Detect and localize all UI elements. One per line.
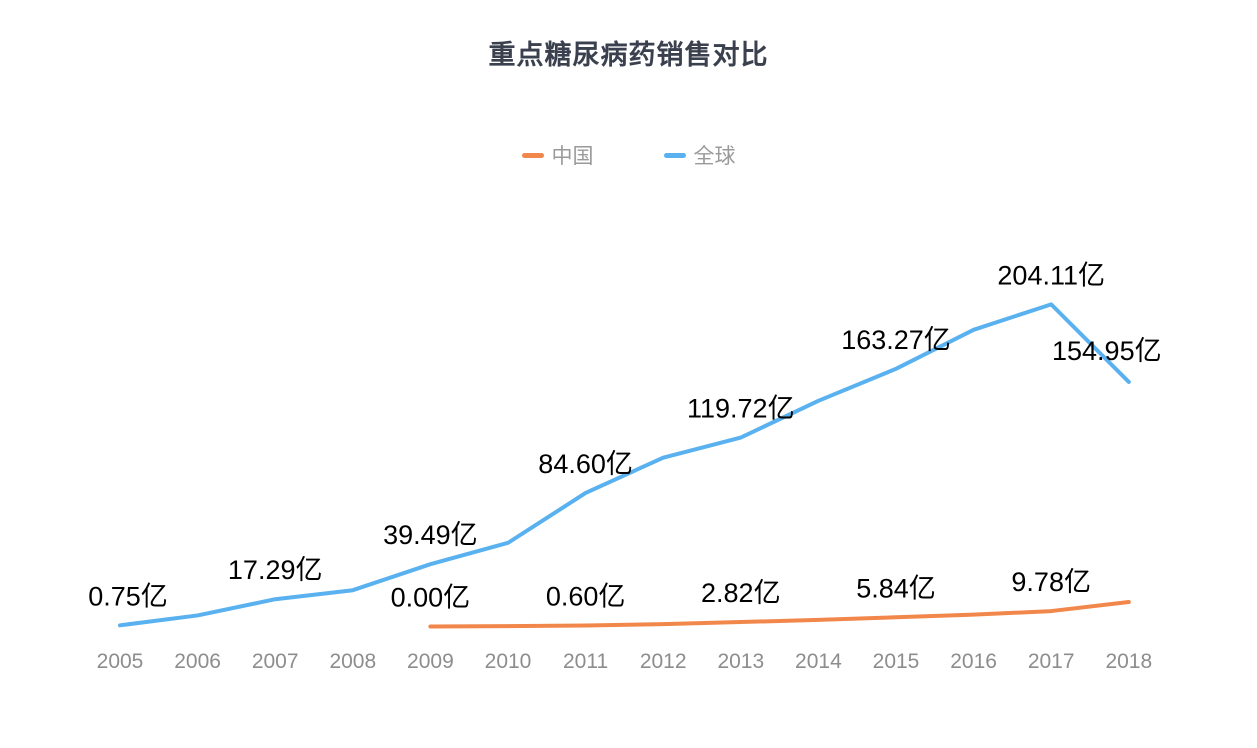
global-data-label-2013: 119.72亿 xyxy=(687,394,795,424)
x-axis-label-2015: 2015 xyxy=(873,650,920,673)
china-data-label-2017: 9.78亿 xyxy=(1011,567,1091,597)
china-data-label-2011: 0.60亿 xyxy=(546,582,626,612)
x-axis-label-2012: 2012 xyxy=(640,650,687,673)
legend: 中国 全球 xyxy=(0,140,1257,170)
x-axis-label-2013: 2013 xyxy=(717,650,764,673)
china-data-label-2013: 2.82亿 xyxy=(701,578,781,608)
china-data-label-2009: 0.00亿 xyxy=(391,583,471,613)
global-data-label-2007: 17.29亿 xyxy=(228,555,323,585)
china-data-label-2015: 5.84亿 xyxy=(856,573,936,603)
legend-label-china: 中国 xyxy=(551,145,594,168)
x-axis-label-2007: 2007 xyxy=(252,650,299,673)
x-axis-label-2005: 2005 xyxy=(97,650,144,673)
global-data-label-2017: 204.11亿 xyxy=(997,260,1105,290)
legend-marker-global-icon xyxy=(663,152,686,158)
x-axis-label-2014: 2014 xyxy=(795,650,842,673)
legend-item-china[interactable]: 中国 xyxy=(521,140,594,170)
x-axis-label-2016: 2016 xyxy=(950,650,997,673)
chart-title: 重点糖尿病药销售对比 xyxy=(488,40,769,70)
global-data-label-2009: 39.49亿 xyxy=(383,520,478,550)
china-series-line[interactable] xyxy=(428,600,1131,629)
x-axis-label-2008: 2008 xyxy=(329,650,376,673)
legend-item-global[interactable]: 全球 xyxy=(663,140,736,170)
global-data-label-2018: 154.95亿 xyxy=(1052,336,1162,366)
global-data-label-2005: 0.75亿 xyxy=(88,581,168,611)
global-data-label-2011: 84.60亿 xyxy=(538,449,633,479)
global-series-line[interactable] xyxy=(118,302,1131,628)
x-axis-label-2018: 2018 xyxy=(1105,650,1152,673)
global-data-label-2015: 163.27亿 xyxy=(841,325,951,355)
x-axis-label-2010: 2010 xyxy=(485,650,532,673)
x-axis-label-2017: 2017 xyxy=(1028,650,1075,673)
legend-label-global: 全球 xyxy=(693,145,736,168)
x-axis-label-2006: 2006 xyxy=(174,650,221,673)
legend-marker-china-icon xyxy=(521,152,544,158)
x-axis-label-2009: 2009 xyxy=(407,650,454,673)
x-axis-label-2011: 2011 xyxy=(563,650,608,673)
